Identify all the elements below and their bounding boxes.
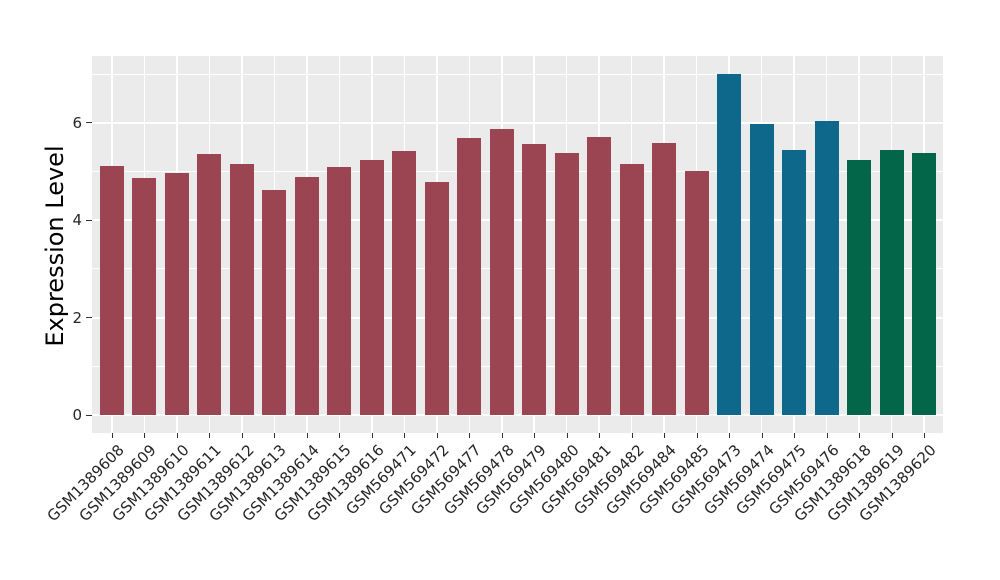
bar bbox=[554, 152, 579, 415]
gridline-major bbox=[92, 121, 943, 124]
bar bbox=[457, 138, 482, 415]
y-tick-mark bbox=[86, 317, 92, 319]
y-tick-label: 0 bbox=[72, 406, 82, 424]
y-tick-mark bbox=[86, 414, 92, 416]
x-tick-mark bbox=[761, 433, 763, 438]
x-tick-mark bbox=[274, 433, 276, 438]
x-tick-mark bbox=[112, 433, 113, 438]
bar bbox=[489, 129, 514, 415]
x-tick-mark bbox=[209, 433, 211, 438]
x-tick-mark bbox=[404, 433, 406, 438]
x-tick-mark bbox=[436, 433, 438, 438]
x-tick-mark bbox=[826, 433, 828, 438]
bar bbox=[587, 137, 612, 415]
gridline-minor bbox=[92, 268, 943, 270]
bar bbox=[652, 143, 677, 415]
bar bbox=[847, 160, 872, 415]
bar bbox=[619, 163, 644, 415]
plot-panel bbox=[92, 56, 943, 433]
x-tick-mark bbox=[501, 433, 503, 438]
x-tick-mark bbox=[306, 433, 308, 438]
y-tick-label: 6 bbox=[72, 113, 82, 132]
bar bbox=[327, 167, 352, 415]
y-tick-label: 2 bbox=[72, 308, 82, 327]
gridline-major bbox=[92, 219, 943, 222]
x-tick-mark bbox=[664, 433, 666, 438]
x-tick-mark bbox=[241, 433, 243, 438]
x-tick-mark bbox=[144, 433, 146, 438]
x-tick-mark bbox=[339, 433, 341, 438]
bar bbox=[879, 150, 904, 415]
gridline-major bbox=[92, 414, 943, 416]
bar bbox=[132, 177, 157, 415]
x-tick-mark bbox=[176, 433, 178, 438]
bar bbox=[294, 176, 319, 415]
x-tick-mark bbox=[599, 433, 601, 438]
x-tick-mark bbox=[534, 433, 536, 438]
x-tick-mark bbox=[469, 433, 471, 438]
x-tick-mark bbox=[794, 433, 796, 438]
x-tick-mark bbox=[924, 433, 925, 438]
bar bbox=[359, 159, 384, 415]
bar bbox=[782, 150, 807, 415]
y-axis-title: Expression Level bbox=[41, 145, 69, 347]
bar bbox=[717, 73, 742, 415]
x-tick-mark bbox=[729, 433, 731, 438]
y-tick-mark bbox=[86, 219, 92, 221]
bar bbox=[522, 144, 547, 415]
gridline-major bbox=[92, 316, 943, 319]
bar bbox=[912, 152, 936, 415]
gridline-minor bbox=[92, 73, 943, 75]
x-tick-mark bbox=[696, 433, 698, 438]
x-tick-mark bbox=[859, 433, 861, 438]
x-tick-mark bbox=[891, 433, 893, 438]
y-tick-label: 4 bbox=[72, 211, 82, 230]
bar bbox=[100, 165, 124, 415]
gridline-minor bbox=[92, 171, 943, 172]
bar bbox=[684, 170, 709, 415]
gridline-minor bbox=[92, 365, 943, 367]
bar bbox=[262, 190, 287, 415]
y-tick-mark bbox=[86, 122, 92, 124]
bar bbox=[197, 153, 222, 415]
x-tick-mark bbox=[371, 433, 373, 438]
bar bbox=[164, 172, 189, 415]
x-tick-mark bbox=[566, 433, 568, 438]
bar bbox=[229, 163, 254, 415]
x-tick-mark bbox=[631, 433, 633, 438]
bar bbox=[392, 151, 417, 415]
bar bbox=[424, 182, 449, 415]
bar bbox=[814, 120, 839, 415]
bar bbox=[749, 124, 774, 415]
